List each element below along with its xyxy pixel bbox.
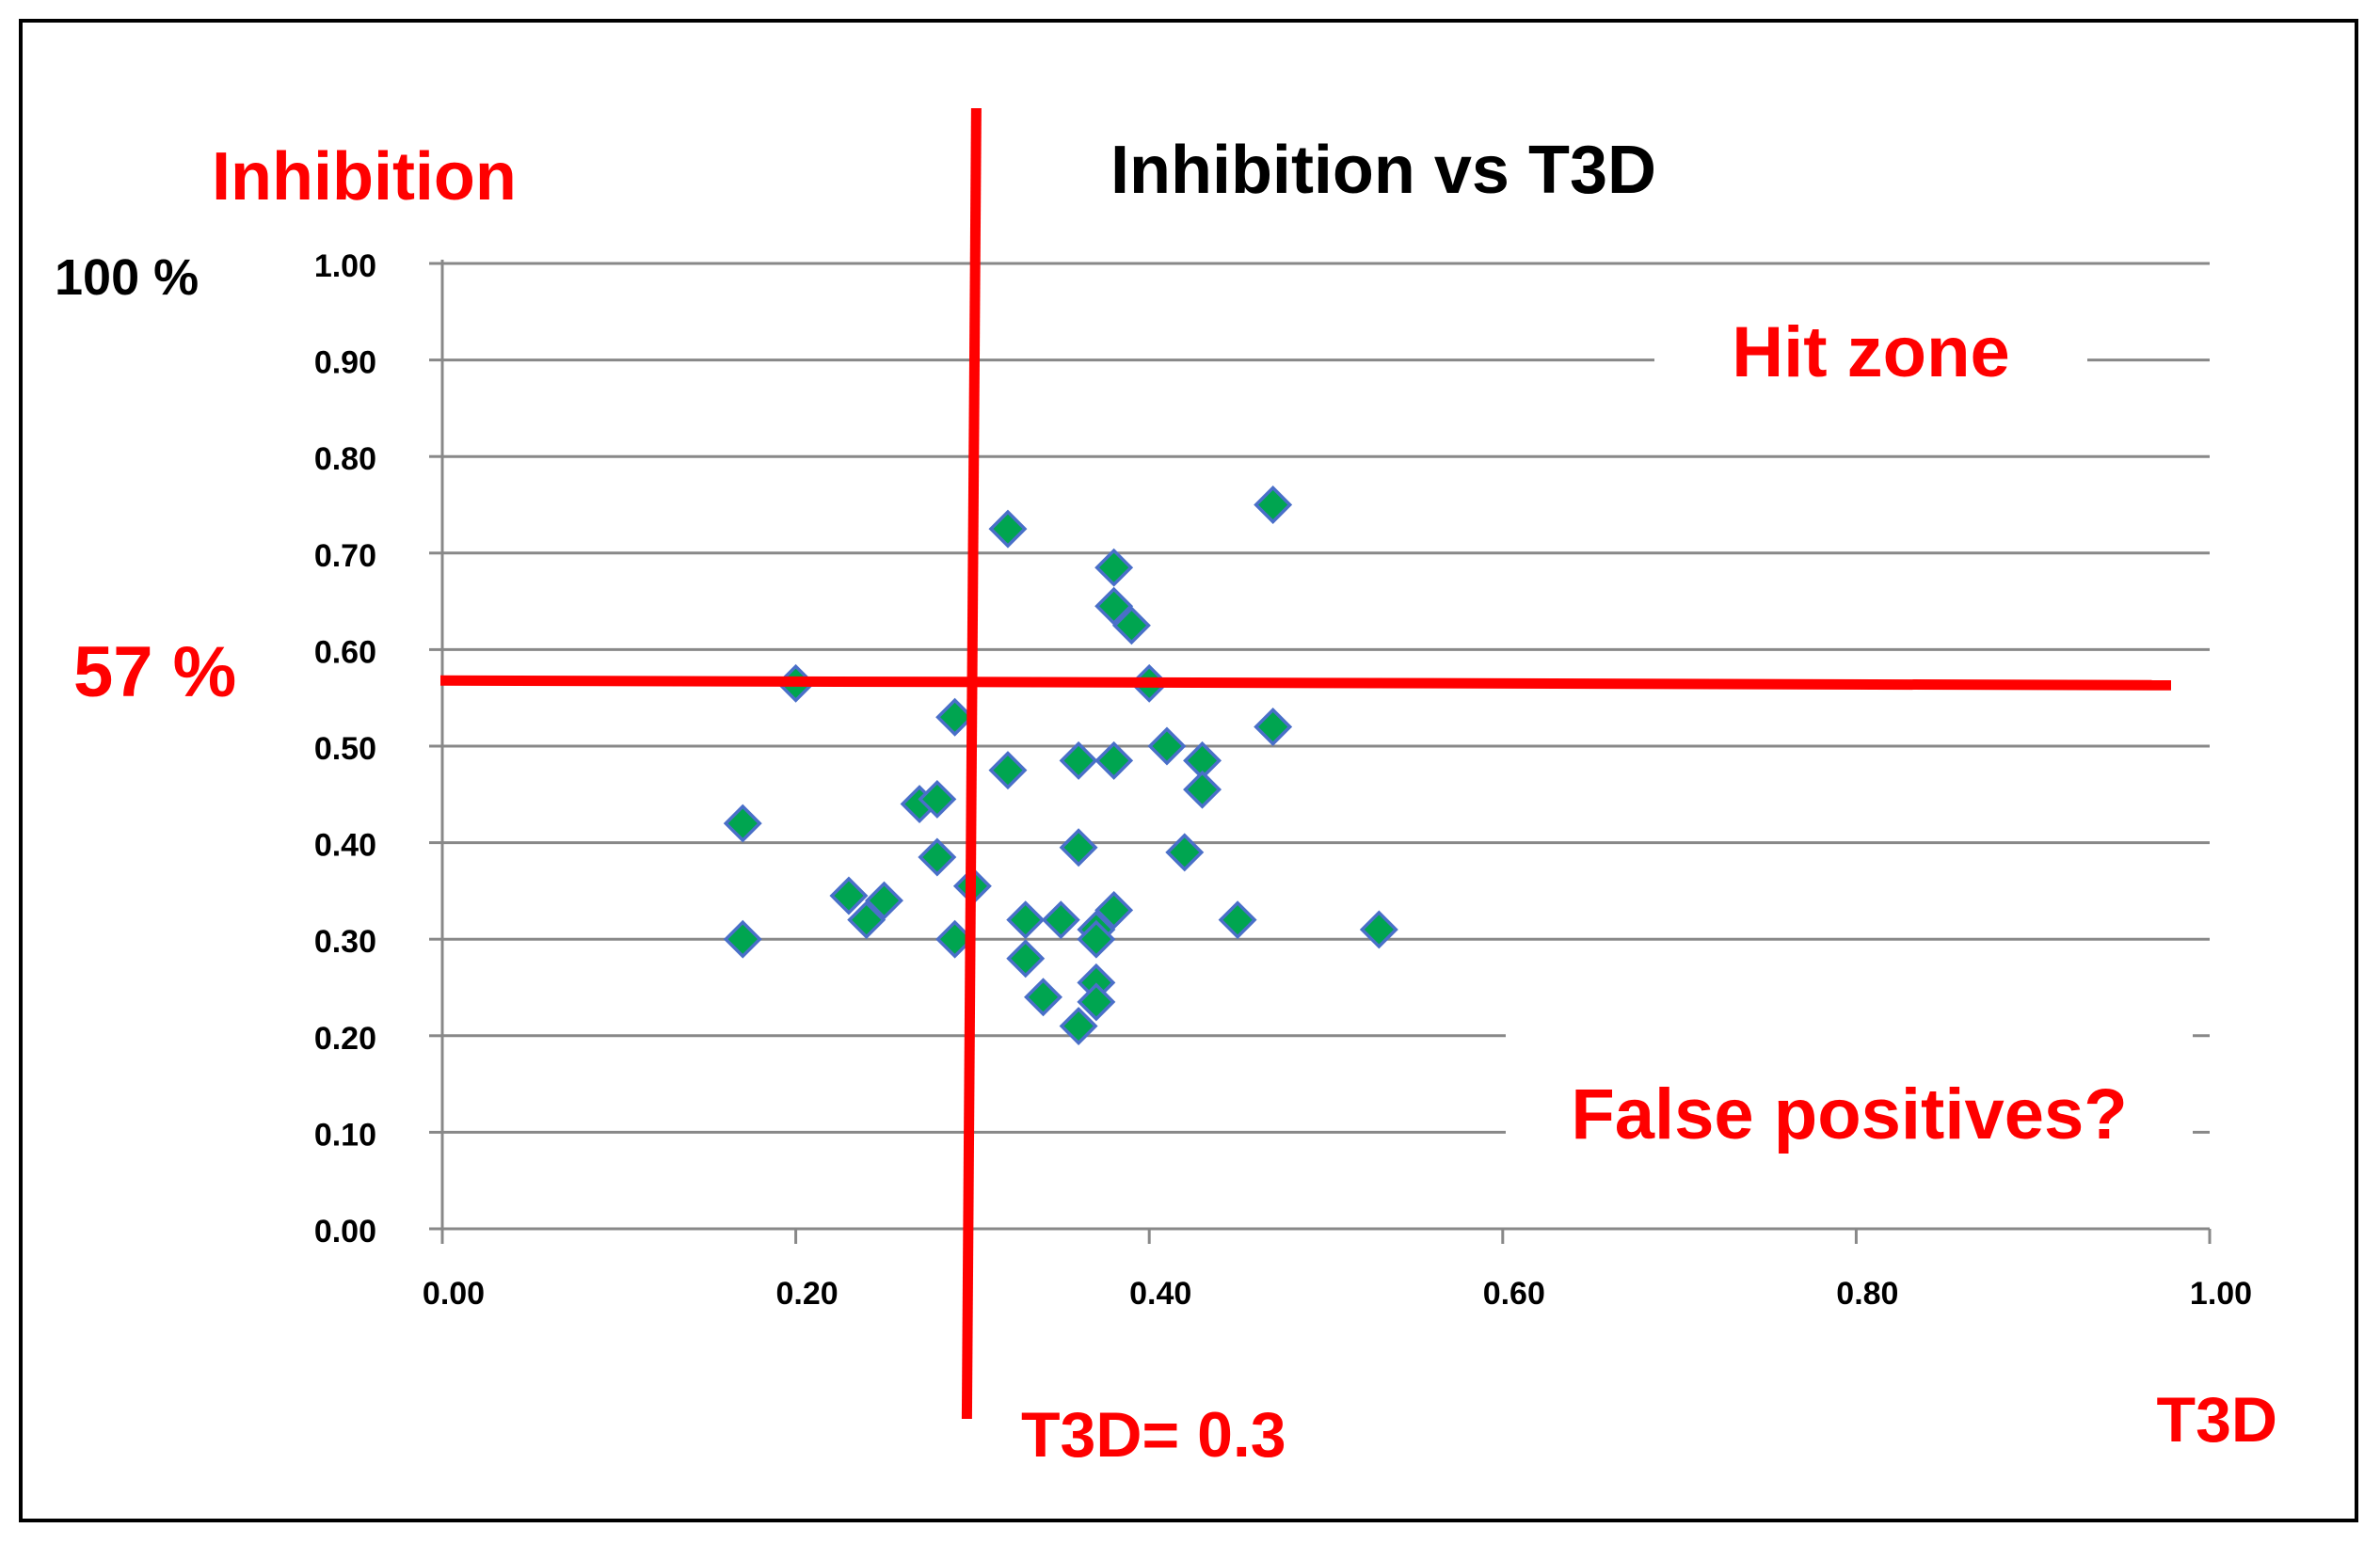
y-tick-label: 0.20 xyxy=(314,1021,376,1057)
data-point xyxy=(1077,919,1116,959)
x-tick-label: 0.20 xyxy=(776,1276,839,1312)
data-point xyxy=(1094,740,1134,780)
data-point xyxy=(1059,828,1098,868)
y-tick-label: 0.90 xyxy=(314,345,376,381)
y-tick-label: 0.10 xyxy=(314,1117,376,1153)
data-point xyxy=(723,804,762,843)
data-point xyxy=(1254,485,1293,524)
chart-title: Inhibition vs T3D xyxy=(1110,133,1656,208)
data-point xyxy=(1218,900,1257,940)
y-axis-label: Inhibition xyxy=(212,139,517,215)
y-tick-label: 0.00 xyxy=(314,1214,376,1250)
data-point xyxy=(918,837,957,877)
x-tick-label: 0.00 xyxy=(423,1276,485,1312)
data-point xyxy=(1359,910,1398,949)
y-tick-label: 0.40 xyxy=(314,828,376,864)
x-tick-label: 0.40 xyxy=(1129,1276,1191,1312)
threshold-lines xyxy=(439,107,2172,1420)
y-tick-label: 0.70 xyxy=(314,538,376,574)
threshold-y-label: 57 % xyxy=(73,632,236,712)
threshold-y-line xyxy=(439,675,2172,691)
hit-zone-label: Hit zone xyxy=(1732,312,2010,392)
data-point xyxy=(1006,939,1046,979)
data-point xyxy=(1147,726,1187,766)
zone-label-backgrounds xyxy=(1506,310,2193,1162)
data-point xyxy=(865,881,903,920)
data-point xyxy=(1077,982,1116,1022)
threshold-x-label: T3D= 0.3 xyxy=(1021,1399,1286,1471)
chart-frame xyxy=(19,19,2358,1522)
y-tick-label: 1.00 xyxy=(314,248,376,284)
data-point xyxy=(1165,833,1205,872)
threshold-x-line xyxy=(961,107,982,1420)
y-tick-label: 0.50 xyxy=(314,731,376,767)
x-axis-label: T3D xyxy=(2157,1384,2277,1456)
axes xyxy=(429,260,2212,1244)
data-point xyxy=(1041,900,1080,940)
x-tick-label: 1.00 xyxy=(2190,1276,2252,1312)
y-top-note: 100 % xyxy=(55,249,199,306)
data-point xyxy=(1183,770,1222,809)
x-tick-labels: 0.00 0.20 0.40 0.60 0.80 1.00 xyxy=(423,1276,2252,1312)
data-point xyxy=(847,900,887,940)
data-point xyxy=(1059,1007,1098,1046)
y-tick-label: 0.30 xyxy=(314,924,376,960)
y-tick-label: 0.60 xyxy=(314,634,376,670)
x-tick-label: 0.60 xyxy=(1483,1276,1545,1312)
x-tick-label: 0.80 xyxy=(1836,1276,1898,1312)
data-point xyxy=(723,919,762,959)
y-tick-labels: 0.00 0.10 0.20 0.30 0.40 0.50 0.60 0.70 0.80 0.90… xyxy=(314,248,376,1250)
data-point xyxy=(1094,548,1134,587)
data-point xyxy=(935,697,975,737)
data-point xyxy=(1111,606,1151,645)
hit-zone-label-bg xyxy=(1654,310,2087,414)
data-point xyxy=(918,779,957,819)
data-point xyxy=(1094,890,1134,930)
data-point xyxy=(1006,900,1046,940)
y-tick-label: 0.80 xyxy=(314,441,376,477)
data-point xyxy=(1094,586,1134,626)
false-positives-label-bg xyxy=(1506,1030,2193,1162)
data-points xyxy=(723,485,1398,1046)
false-positives-label: False positives? xyxy=(1571,1074,2127,1154)
data-point xyxy=(1059,740,1098,780)
data-point xyxy=(1024,978,1062,1017)
data-point xyxy=(988,509,1028,549)
data-point xyxy=(1254,708,1293,746)
data-point xyxy=(829,876,869,915)
data-point xyxy=(988,751,1028,790)
